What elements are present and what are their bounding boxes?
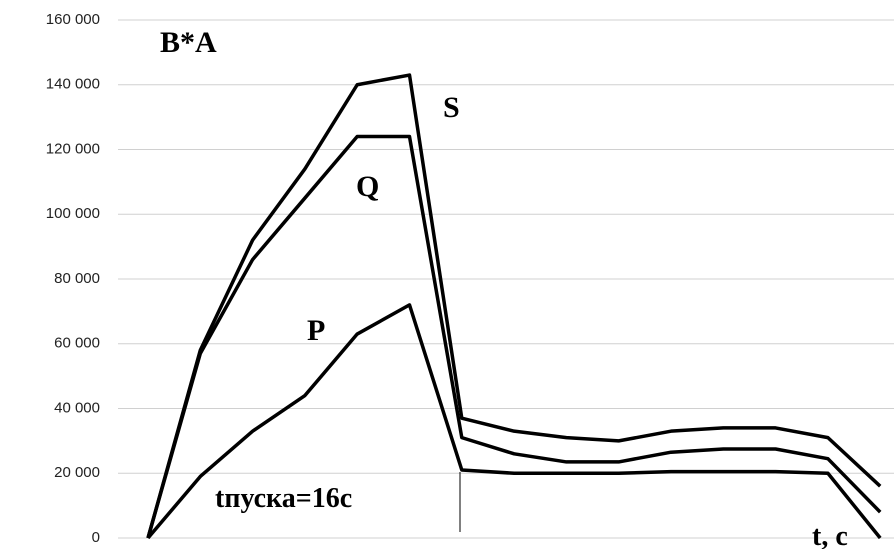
label-q: Q xyxy=(356,170,379,203)
y-tick-label: 0 xyxy=(92,529,100,546)
y-tick-label: 120 000 xyxy=(46,140,100,157)
y-tick-label: 100 000 xyxy=(46,205,100,222)
y-tick-label: 60 000 xyxy=(54,335,100,352)
series-line xyxy=(146,303,882,540)
label-s: S xyxy=(443,91,460,124)
y-tick-label: 140 000 xyxy=(46,76,100,93)
y-tick-label: 80 000 xyxy=(54,270,100,287)
y-tick-label: 40 000 xyxy=(54,399,100,416)
y-tick-label: 20 000 xyxy=(54,464,100,481)
y-tick-label: 160 000 xyxy=(46,11,100,28)
x-axis-title: t, c xyxy=(812,521,848,549)
series-line xyxy=(146,73,882,539)
start-label: tпуска=16c xyxy=(215,483,352,514)
label-p: P xyxy=(307,314,325,347)
chart-title: B*A xyxy=(160,26,217,59)
series-line xyxy=(146,134,882,539)
